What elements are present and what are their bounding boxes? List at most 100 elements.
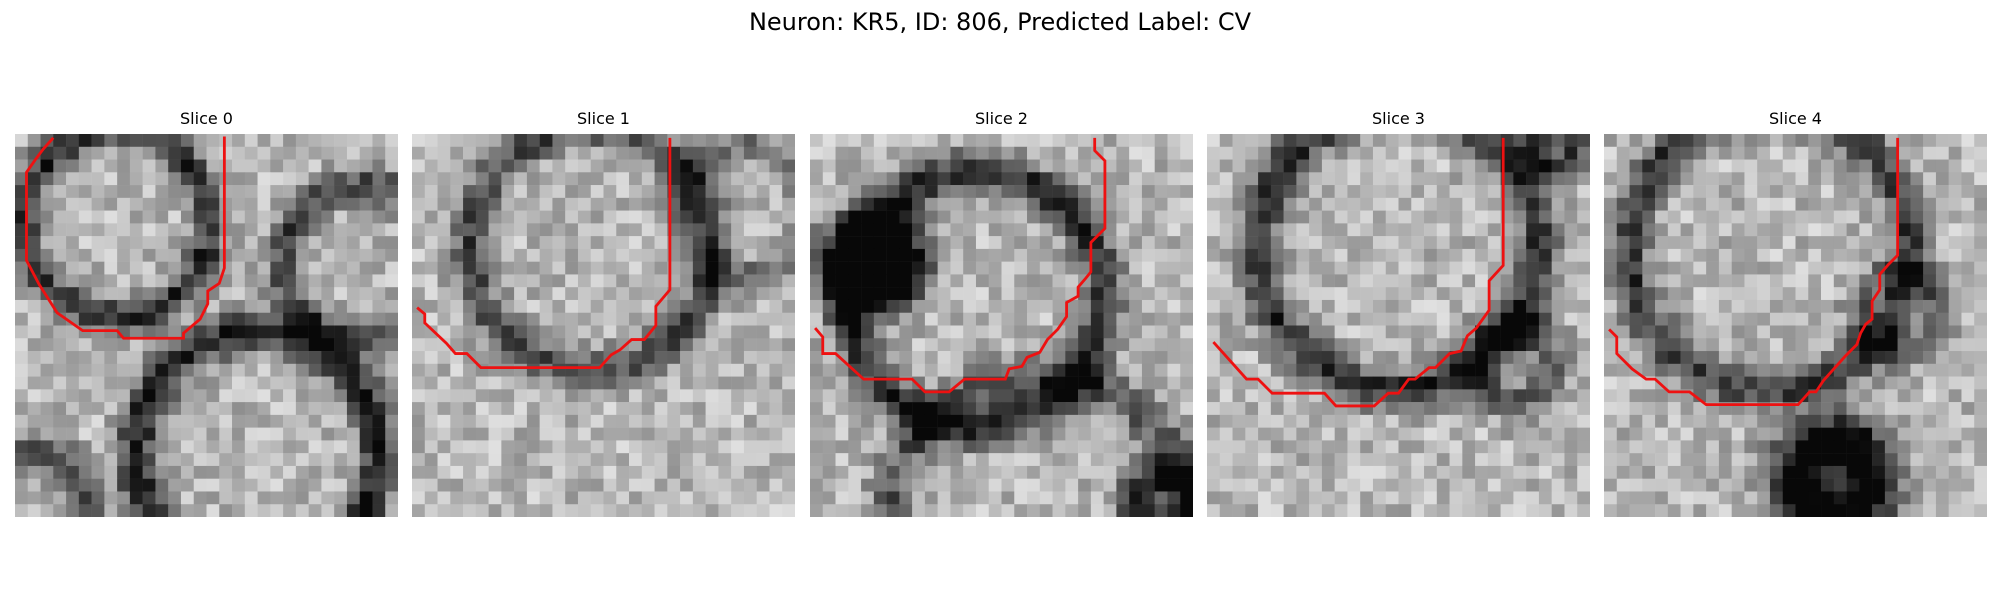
pixel [1629,236,1643,250]
pixel [1577,299,1590,313]
pixel [1655,159,1669,173]
pixel [117,185,131,199]
pixel [1411,185,1425,199]
pixel [641,287,655,301]
pixel [1475,299,1489,313]
pixel [756,491,770,505]
pixel [334,363,348,377]
pixel [705,325,719,339]
pixel [1526,363,1540,377]
pixel [616,414,630,428]
pixel [1436,478,1450,492]
pixel [616,223,630,237]
pixel [1910,465,1924,479]
pixel [1167,197,1181,211]
pixel [463,338,477,352]
pixel [782,274,795,288]
pixel [244,351,258,365]
pixel [1462,453,1476,467]
pixel [142,453,156,467]
pixel [1693,338,1707,352]
pixel [743,440,757,454]
pixel [117,159,131,173]
pixel [359,376,373,390]
pixel [1180,491,1193,505]
pixel [1334,504,1348,517]
pixel [565,274,579,288]
pixel [488,248,502,262]
pixel [1321,223,1335,237]
pixel [1667,427,1681,441]
pixel [27,338,41,352]
pixel [168,376,182,390]
pixel [1372,134,1386,148]
pixel [295,248,309,262]
pixel [40,427,54,441]
pixel [1718,427,1732,441]
pixel [1090,159,1104,173]
pixel [1604,338,1618,352]
pixel [577,248,591,262]
pixel [1731,427,1745,441]
pixel [629,197,643,211]
pixel [283,338,297,352]
pixel [1219,146,1233,160]
pixel [334,491,348,505]
pixel [1706,491,1720,505]
pixel [1604,389,1618,403]
pixel [283,363,297,377]
pixel [475,159,489,173]
pixel [514,146,528,160]
pixel [654,312,668,326]
pixel [1039,185,1053,199]
pixel [1296,325,1310,339]
pixel [1103,325,1117,339]
pixel [1526,197,1540,211]
pixel [1103,287,1117,301]
pixel [1232,172,1246,186]
pixel [15,465,29,479]
pixel [1718,159,1732,173]
pixel [782,312,795,326]
pixel [937,376,951,390]
pixel [1270,248,1284,262]
pixel [1296,197,1310,211]
pixel [950,185,964,199]
pixel [1655,197,1669,211]
pixel [873,389,887,403]
pixel [1961,478,1975,492]
pixel [861,389,875,403]
pixel [769,236,783,250]
pixel [1538,185,1552,199]
pixel [950,389,964,403]
pixel [1718,453,1732,467]
pixel [1846,312,1860,326]
pixel [27,210,41,224]
pixel [1577,351,1590,365]
pixel [1449,440,1463,454]
pixel [1897,172,1911,186]
pixel [1385,274,1399,288]
pixel [1424,478,1438,492]
pixel [1116,287,1130,301]
pixel [899,465,913,479]
pixel [40,248,54,262]
pixel [1321,351,1335,365]
pixel [1360,465,1374,479]
pixel [1795,478,1809,492]
pixel [1487,299,1501,313]
pixel [1449,376,1463,390]
pixel [1718,261,1732,275]
pixel [899,210,913,224]
pixel [1207,248,1221,262]
pixel [743,427,757,441]
pixel [1001,261,1015,275]
pixel [769,210,783,224]
pixel [104,491,118,505]
pixel [539,491,553,505]
pixel [1551,504,1565,517]
pixel [629,223,643,237]
pixel [385,223,398,237]
pixel [206,299,220,313]
pixel [1526,440,1540,454]
